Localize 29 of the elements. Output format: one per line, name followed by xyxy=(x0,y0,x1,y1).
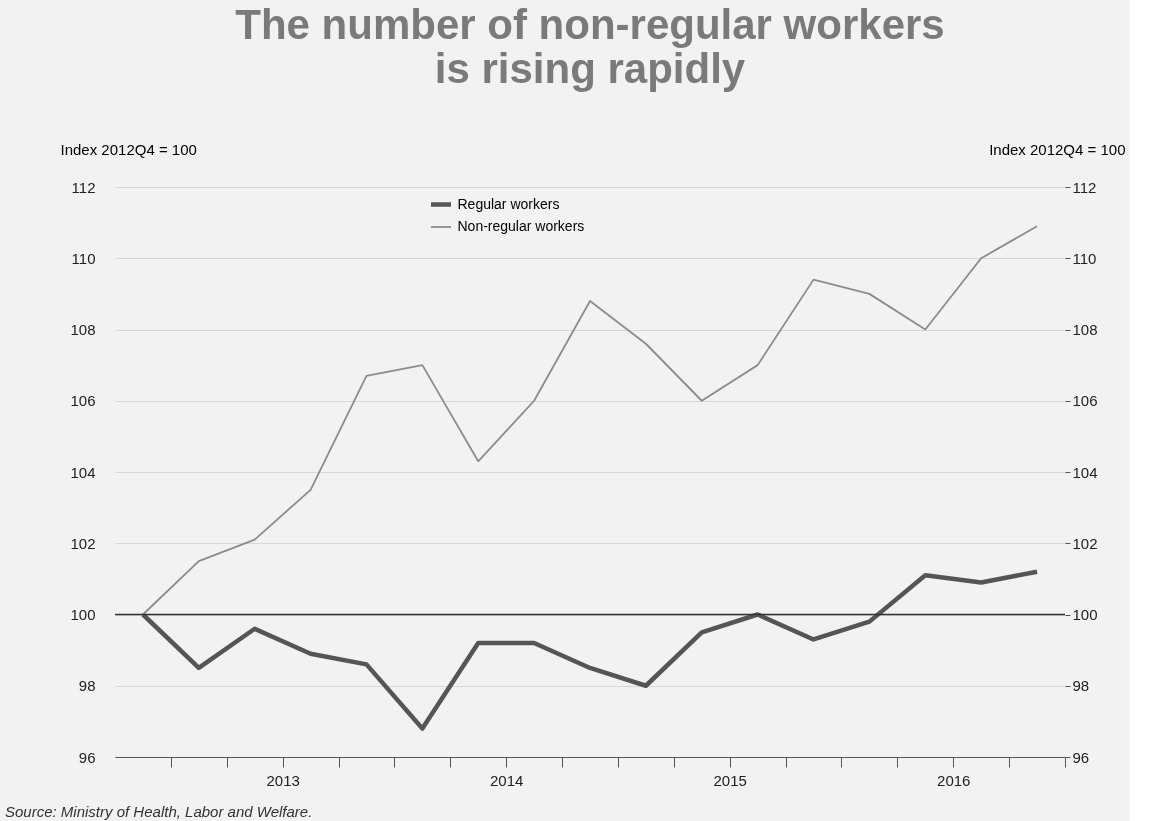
y-tick-label: 110 xyxy=(71,249,96,267)
line-series xyxy=(140,569,1040,731)
y2-tick-label: 102 xyxy=(1072,534,1098,552)
y-tick-label: 98 xyxy=(78,677,96,695)
x-tick-label: 2015 xyxy=(713,771,747,789)
y-tick-label: 104 xyxy=(70,463,96,481)
y2-tick-label: 96 xyxy=(1072,748,1090,766)
y2-tick-label: 98 xyxy=(1072,677,1090,695)
y-axis-title: Index 2012Q4 = 100 xyxy=(60,140,197,158)
y2-tick-label: 110 xyxy=(1072,249,1097,267)
chart-title: The number of non-regular workers is rising rapidly xyxy=(235,1,945,92)
source-note: Source: Ministry of Health, Labor and Welfare. xyxy=(5,803,313,820)
legend-label: Non-regular workers xyxy=(457,218,585,234)
y2-tick-label: 104 xyxy=(1072,463,1098,481)
y2-tick-label: 108 xyxy=(1072,321,1098,338)
x-tick-label: 2014 xyxy=(489,771,524,789)
y-tick-label: 102 xyxy=(70,534,96,552)
y-tick-label: 96 xyxy=(78,748,96,766)
y2-tick-label: 100 xyxy=(1072,606,1098,623)
y-tick-label: 100 xyxy=(70,606,96,623)
x-tick-label: 2016 xyxy=(937,771,971,789)
y2-tick-label: 112 xyxy=(1072,178,1097,196)
legend-label: Regular workers xyxy=(457,195,560,212)
x-tick-label: 2013 xyxy=(266,771,300,789)
y2-tick-label: 106 xyxy=(1072,392,1098,410)
y-tick-label: 112 xyxy=(71,178,96,196)
y2-axis-title: Index 2012Q4 = 100 xyxy=(989,140,1126,158)
y-tick-label: 106 xyxy=(70,392,96,410)
y-tick-label: 108 xyxy=(70,321,96,338)
